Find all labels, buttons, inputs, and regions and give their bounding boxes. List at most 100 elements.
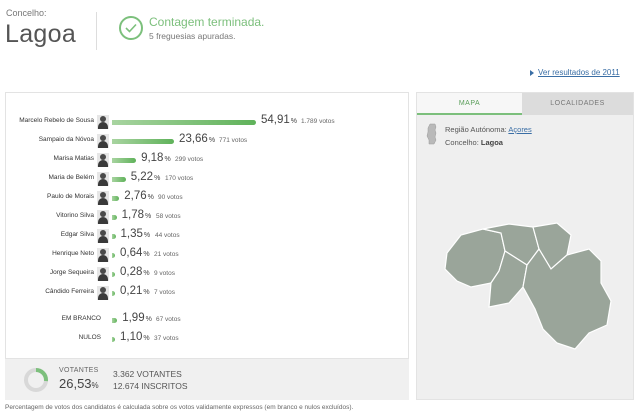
vote-percentage-value: 0,64: [120, 247, 143, 259]
candidate-avatar: [97, 153, 109, 167]
turnout-box: VOTANTES 26,53% 3.362 VOTANTES 12.674 IN…: [5, 358, 409, 400]
results-header: Concelho: Lagoa Contagem terminada. 5 fr…: [0, 0, 640, 62]
donut-arc: [24, 368, 48, 392]
candidate-avatar: [97, 248, 109, 262]
candidate-row: Cândido Ferreira 0,21% 7 votos: [6, 284, 408, 302]
vote-bar: [112, 337, 115, 342]
map-concelho-value: Lagoa: [480, 138, 503, 147]
candidate-row: Vitorino Silva 1,78% 58 votos: [6, 208, 408, 226]
candidate-avatar: [97, 115, 109, 129]
turnout-percentage-value: 26,53: [59, 376, 92, 391]
tab-localidades[interactable]: LOCALIDADES: [522, 93, 633, 115]
vote-percentage-value: 1,78: [121, 209, 145, 221]
votantes-count: 3.362 VOTANTES: [113, 369, 182, 379]
vote-count: 90 votos: [158, 194, 183, 201]
map-concelho-label: Concelho:: [445, 138, 479, 147]
tab-mapa[interactable]: MAPA: [417, 93, 522, 115]
candidate-name: Henrique Neto: [52, 250, 94, 257]
vote-count: 7 votos: [154, 289, 175, 296]
vote-percentage: 0,64%: [120, 247, 150, 259]
candidate-row: Marisa Matias 9,18% 299 votos: [6, 151, 408, 169]
vote-percentage-value: 1,99: [122, 312, 145, 324]
candidate-avatar: [97, 229, 109, 243]
vote-percentage: 1,10%: [120, 331, 150, 343]
candidate-name: Vitorino Silva: [56, 212, 94, 219]
vote-count: 58 votos: [156, 213, 181, 220]
vote-count: 21 votos: [154, 251, 179, 258]
regiao-label: Região Autónoma:: [445, 125, 507, 134]
candidate-name: Marisa Matias: [53, 155, 94, 162]
vote-count: 771 votos: [219, 137, 248, 144]
candidate-row: Maria de Belém 5,22% 170 votos: [6, 170, 408, 188]
percent-sign: %: [143, 289, 150, 296]
vote-percentage: 5,22%: [131, 171, 161, 183]
vote-percentage-value: 2,76: [124, 190, 147, 202]
portugal-outline-icon: [426, 123, 437, 145]
candidate-name: Paulo de Morais: [47, 193, 94, 200]
vote-percentage: 1,78%: [122, 209, 152, 221]
candidate-avatar: [97, 134, 109, 148]
vote-bar: [112, 120, 256, 125]
percent-sign: %: [143, 251, 150, 258]
check-circle-icon: [119, 16, 143, 40]
concelho-map: [444, 222, 612, 350]
vote-bar: [112, 215, 117, 220]
candidate-name: Sampaio da Nóvoa: [38, 136, 94, 143]
percent-sign: %: [143, 232, 151, 239]
regiao-line: Região Autónoma: Açores: [445, 125, 532, 134]
vote-bar: [112, 318, 118, 323]
previous-results-link[interactable]: Ver resultados de 2011: [530, 68, 620, 77]
special-vote-row: NULOS 1,10% 37 votos: [6, 330, 408, 348]
vote-count: 37 votos: [154, 335, 179, 342]
candidate-name: Jorge Sequeira: [49, 269, 94, 276]
candidate-row: Sampaio da Nóvoa 23,66% 771 votos: [6, 132, 408, 150]
vote-percentage-value: 5,22: [130, 171, 154, 183]
vote-bar: [112, 253, 115, 258]
concelho-label: Concelho:: [6, 8, 47, 18]
percent-sign: %: [145, 213, 152, 220]
map-panel: MAPA LOCALIDADES Região Autónoma: Açores…: [416, 92, 634, 400]
candidate-avatar: [97, 172, 109, 186]
vote-percentage: 0,21%: [120, 285, 150, 297]
vote-percentage: 9,18%: [141, 152, 171, 164]
candidate-name: Maria de Belém: [48, 174, 94, 181]
candidate-avatar: [97, 267, 109, 281]
vote-bar: [112, 234, 116, 239]
vote-percentage-value: 23,66: [179, 133, 208, 145]
percent-sign: %: [164, 156, 171, 163]
candidate-row: Henrique Neto 0,64% 21 votos: [6, 246, 408, 264]
vote-percentage: 23,66%: [179, 133, 215, 145]
special-vote-name: EM BRANCO: [61, 315, 101, 322]
percent-sign: %: [290, 118, 298, 125]
vote-percentage-value: 54,91: [261, 114, 290, 126]
percent-sign: %: [145, 316, 152, 323]
vote-percentage: 1,35%: [121, 228, 151, 240]
vote-percentage-value: 1,35: [120, 228, 143, 240]
map-tabs: MAPA LOCALIDADES: [417, 93, 633, 115]
special-vote-row: EM BRANCO 1,99% 67 votos: [6, 311, 408, 329]
vote-percentage: 1,99%: [122, 312, 152, 324]
vote-count: 44 votos: [155, 232, 180, 239]
vote-percentage-value: 1,10: [120, 331, 143, 343]
status-subtitle: 5 freguesias apuradas.: [149, 31, 236, 41]
candidate-name: Edgar Silva: [60, 231, 94, 238]
status-title: Contagem terminada.: [149, 15, 265, 29]
vote-bar: [112, 139, 175, 144]
vote-percentage: 2,76%: [124, 190, 154, 202]
vote-count: 170 votos: [165, 175, 194, 182]
vote-count: 1.789 votos: [301, 118, 335, 125]
candidate-results-panel: Marcelo Rebelo de Sousa 54,91% 1.789 votos…: [5, 92, 409, 400]
turnout-percentage: 26,53%: [59, 376, 99, 391]
vote-percentage-value: 0,28: [120, 266, 143, 278]
vote-percentage: 0,28%: [120, 266, 150, 278]
special-vote-name: NULOS: [78, 334, 101, 341]
percent-sign: %: [143, 270, 150, 277]
vote-count: 9 votos: [154, 270, 175, 277]
percent-sign: %: [91, 381, 99, 390]
vote-bar: [112, 196, 120, 201]
header-divider: [96, 12, 97, 50]
regiao-link[interactable]: Açores: [508, 125, 532, 134]
freguesia-shape[interactable]: [522, 247, 612, 350]
footnote: Percentagem de votos dos candidatos é ca…: [5, 404, 354, 411]
inscritos-count: 12.674 INSCRITOS: [113, 381, 188, 391]
